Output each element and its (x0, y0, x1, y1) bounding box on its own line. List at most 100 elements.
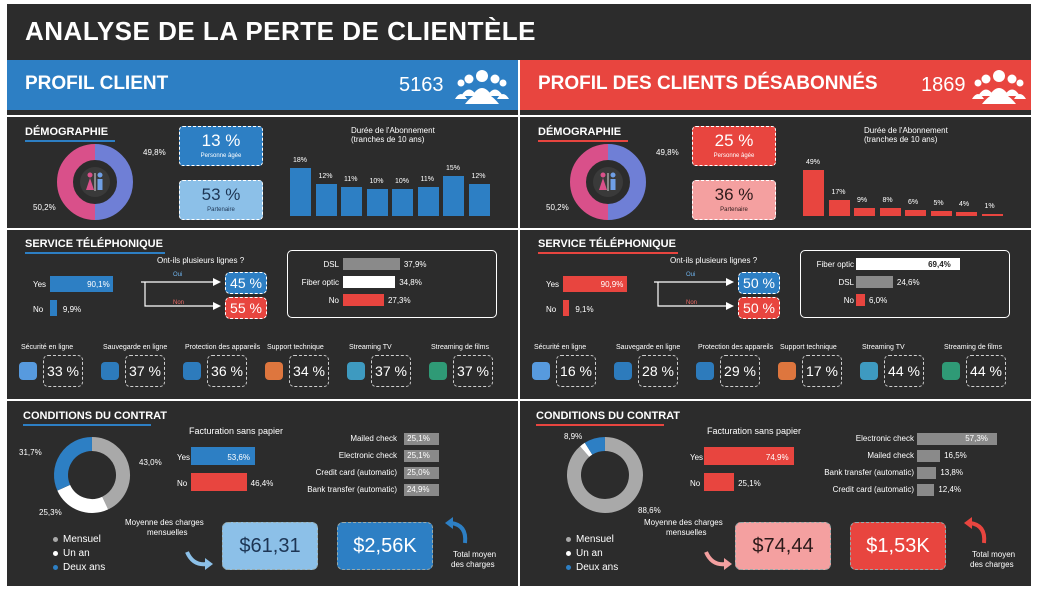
tenure-bar (417, 186, 439, 216)
tenure-bar (366, 189, 388, 216)
multi-lines-title: Ont-ils plusieurs lignes ? (157, 256, 245, 265)
female-pct: 50,2% (33, 203, 56, 212)
service-label: Streaming de films (944, 344, 1002, 351)
service-pct: 17 % (802, 355, 842, 387)
section-divider (520, 228, 1031, 230)
internet-label: No (843, 296, 854, 305)
tenure-bar (443, 176, 464, 216)
service-pct: 44 % (884, 355, 924, 387)
payment-pct: 57,3% (965, 434, 988, 443)
partner-box: 53 % Partenaire (179, 180, 263, 220)
gender-icon (86, 172, 103, 191)
legend-label: Deux ans (576, 562, 619, 573)
internet-label: DSL (323, 260, 339, 269)
multi-yes-pct: 45 % (225, 272, 267, 294)
service-pct: 29 % (720, 355, 760, 387)
legend-item: Un an (566, 547, 603, 560)
non-label: Non (173, 300, 185, 306)
monthly-charge: $74,44 (735, 522, 831, 570)
partner-label: Partenaire (720, 207, 748, 213)
section-divider (7, 399, 518, 401)
multi-no-pct: 50 % (738, 297, 780, 319)
service-label: Support technique (780, 344, 837, 351)
device-protection-icon (183, 362, 201, 380)
monthly-label-2: mensuelles (666, 528, 707, 537)
payment-bar (917, 467, 937, 479)
payment-label: Bank transfer (automatic) (824, 468, 914, 477)
branch-arrows (654, 278, 734, 310)
payment-label: Credit card (automatic) (315, 468, 397, 477)
senior-label: Personne âgée (200, 153, 242, 159)
tenure-bar-label: 10% (395, 178, 410, 186)
tenure-bar (905, 210, 926, 216)
contract-donut (567, 437, 643, 513)
branch-arrows (141, 278, 221, 310)
phone-title: SERVICE TÉLÉPHONIQUE (538, 238, 676, 250)
payment-label: Electronic check (855, 434, 914, 443)
payment-label: Mailed check (867, 451, 914, 460)
legend-dot (566, 536, 571, 542)
male-slice (94, 144, 133, 220)
curved-arrow-icon (445, 517, 468, 544)
panel-divider (518, 60, 520, 586)
tenure-bar (468, 184, 490, 216)
people-icon (455, 70, 509, 104)
service-label: Protection des appareils (185, 344, 261, 351)
service-label: Sécurité en ligne (534, 344, 587, 351)
internet-label: Fiber optic (816, 260, 854, 269)
senior-label: Personne âgée (713, 153, 755, 159)
tenure-bar-label: 10% (369, 178, 384, 186)
contract-slice (584, 437, 606, 455)
section-divider (520, 399, 1031, 401)
tenure-bar-label: 11% (344, 175, 358, 183)
payment-bar (404, 467, 439, 479)
service-pct: 37 % (125, 355, 165, 387)
support-icon (265, 362, 283, 380)
internet-pct: 34,8% (399, 278, 422, 287)
contract-slice (91, 437, 130, 510)
service-pct: 37 % (371, 355, 411, 387)
legend-item: Deux ans (566, 561, 618, 574)
curved-arrow-icon (964, 517, 987, 544)
tenure-bar-label: 15% (446, 165, 461, 172)
no-pct: 9,1% (575, 305, 594, 314)
legend-label: Mensuel (576, 534, 614, 545)
tenure-bar (392, 189, 413, 216)
internet-label: No (328, 296, 339, 305)
yes-bar (563, 276, 627, 292)
tenure-bar (803, 170, 824, 216)
payment-bar (917, 484, 935, 496)
payment-pct: 25,1% (407, 434, 430, 443)
tenure-bar-label: 17% (831, 189, 846, 197)
tv-icon (347, 362, 365, 380)
tenure-bar-label: 5% (933, 200, 944, 208)
yes-pct: 90,1% (87, 280, 110, 289)
tenure-bar-label: 6% (908, 199, 919, 207)
yes-bar (50, 276, 114, 292)
pl-no-pct: 25,1% (738, 479, 761, 488)
pl-yes-label: Yes (177, 453, 191, 462)
curved-arrow-icon (185, 551, 213, 570)
service-label: Sauvegarde en ligne (103, 344, 168, 351)
device-protection-icon (696, 362, 714, 380)
service-pct: 34 % (289, 355, 329, 387)
internet-label: Fiber optic (301, 278, 339, 287)
legend-dot (53, 564, 58, 570)
support-icon (778, 362, 796, 380)
legend-item: Deux ans (53, 561, 105, 574)
contract-slice (580, 442, 593, 457)
internet-bar (856, 258, 961, 270)
tenure-bar (879, 208, 901, 216)
payment-pct: 16,5% (944, 451, 967, 460)
partner-value: 36 % (714, 185, 754, 204)
payment-pct: 25,0% (407, 468, 430, 477)
no-pct: 9,9% (62, 305, 82, 314)
pl-yes-pct: 74,9% (765, 453, 789, 462)
legend-dot (53, 536, 58, 542)
payment-bar (917, 433, 998, 445)
section-underline (25, 140, 115, 142)
monthly-label-2: mensuelles (147, 528, 188, 537)
gender-icon (599, 172, 616, 191)
tenure-title: Durée de l'Abonnement (351, 126, 435, 135)
people-icon (972, 70, 1026, 104)
